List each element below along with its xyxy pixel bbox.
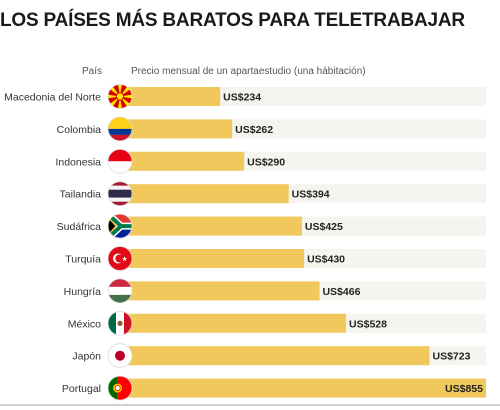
- bar-row-indonesia: Indonesia US$290: [55, 148, 486, 174]
- bar-row-macedonia-del-norte: Macedonia del Norte US$234: [4, 84, 486, 109]
- category-label: Portugal: [62, 383, 101, 395]
- category-label: Macedonia del Norte: [4, 92, 101, 104]
- value-label: US$466: [322, 286, 360, 298]
- japan-flag-icon: [107, 343, 133, 369]
- hungary-flag-icon: [107, 278, 133, 304]
- category-label: Colombia: [57, 124, 102, 136]
- bar-row-colombia: Colombia US$262: [57, 116, 486, 142]
- value-label: US$394: [292, 189, 330, 201]
- bar-indonesia: [120, 151, 245, 171]
- chart-title: LOS PAÍSES MÁS BARATOS PARA TELETRABAJAR: [0, 10, 465, 31]
- colombia-flag-icon: [107, 116, 133, 142]
- bottom-divider: [0, 404, 500, 406]
- bar-row-tailandia: Tailandia US$394: [60, 181, 486, 207]
- bar-portugal: [120, 378, 486, 398]
- bar-sudafrica: [120, 216, 302, 236]
- value-label: US$234: [223, 92, 261, 104]
- portugal-flag-icon: [107, 375, 133, 401]
- category-label: Tailandia: [60, 189, 102, 201]
- category-label: Sudáfrica: [57, 221, 102, 233]
- indonesia-flag-icon: [107, 148, 133, 174]
- value-label: US$430: [307, 254, 345, 266]
- bar-hungria: [120, 281, 320, 301]
- thailand-flag-icon: [107, 181, 133, 207]
- category-label: México: [68, 318, 101, 330]
- bar-macedonia-del-norte: [120, 87, 221, 106]
- bar-colombia: [120, 119, 233, 139]
- bar-turquia: [120, 249, 305, 268]
- macedonia-flag-icon: [107, 84, 133, 109]
- value-header: Precio mensual de un apartaestudio (una …: [131, 66, 366, 77]
- mexico-flag-icon: [107, 310, 133, 336]
- bar-row-sudafrica: Sudáfrica US$425: [57, 213, 486, 239]
- category-header: País: [82, 66, 102, 77]
- value-label: US$723: [432, 351, 470, 363]
- value-label: US$290: [247, 156, 285, 168]
- category-label: Hungría: [64, 286, 102, 298]
- value-label: US$528: [349, 318, 387, 330]
- category-label: Indonesia: [55, 156, 101, 168]
- category-label: Turquía: [65, 254, 101, 266]
- bar-tailandia: [120, 184, 289, 204]
- bar-mexico: [120, 313, 347, 333]
- category-label: Japón: [72, 351, 101, 363]
- bar-row-japon: Japón US$723: [72, 343, 486, 369]
- bar-row-portugal: Portugal US$855: [62, 375, 486, 401]
- south-africa-flag-icon: [107, 213, 133, 239]
- turkey-flag-icon: [107, 246, 133, 271]
- value-label: US$855: [445, 383, 483, 395]
- bar-row-hungria: Hungría US$466: [64, 278, 486, 304]
- bar-row-turquia: Turquía US$430: [65, 246, 486, 271]
- bar-japon: [120, 346, 430, 366]
- value-label: US$262: [235, 124, 273, 136]
- value-label: US$425: [305, 221, 343, 233]
- chart-rows: Macedonia del Norte US$234 Colombia US$262 I…: [4, 84, 486, 401]
- bar-row-mexico: México US$528: [68, 310, 486, 336]
